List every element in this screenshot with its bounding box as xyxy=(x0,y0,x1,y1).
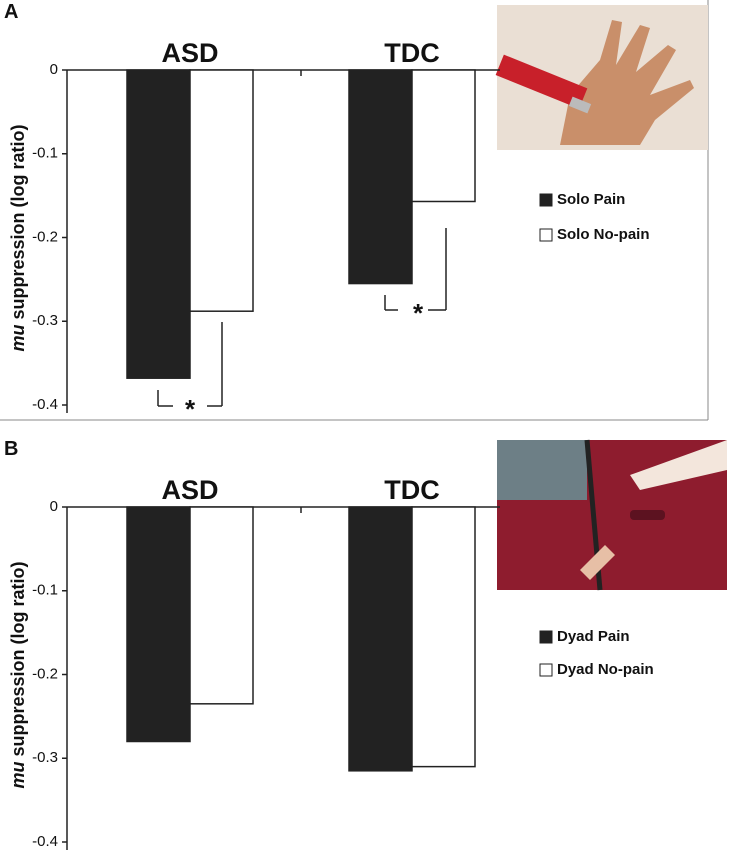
legend-swatch xyxy=(539,663,553,677)
photo-car xyxy=(497,439,727,591)
y-tick-label: -0.4 xyxy=(32,833,58,850)
y-tick-label: 0 xyxy=(50,61,58,78)
significance-star: * xyxy=(185,394,196,424)
bar xyxy=(348,69,413,285)
y-axis-label: mu suppression (log ratio) xyxy=(8,561,28,788)
significance-star: * xyxy=(413,298,424,328)
y-axis-label-italic: mu xyxy=(8,325,28,352)
x-category-label: TDC xyxy=(384,38,440,68)
legend-swatch xyxy=(539,630,553,644)
bar xyxy=(126,506,191,743)
panel-label: B xyxy=(4,438,18,460)
legend-label: Solo Pain xyxy=(557,191,625,208)
x-category-label: TDC xyxy=(384,475,440,505)
y-axis-label: mu suppression (log ratio) xyxy=(8,124,28,351)
bar xyxy=(189,506,254,705)
y-tick-label: 0 xyxy=(50,498,58,515)
y-tick-label: -0.2 xyxy=(32,228,58,245)
bar xyxy=(126,69,191,379)
y-tick-label: -0.1 xyxy=(32,145,58,162)
legend-swatch xyxy=(539,193,553,207)
y-axis-label-text: suppression (log ratio) xyxy=(8,124,28,324)
x-category-label: ASD xyxy=(161,475,218,505)
photo-hand xyxy=(495,5,708,150)
bar xyxy=(411,506,476,768)
bar xyxy=(348,506,413,772)
y-tick-label: -0.1 xyxy=(32,582,58,599)
y-tick-label: -0.3 xyxy=(32,749,58,766)
bar xyxy=(189,69,254,312)
y-tick-label: -0.3 xyxy=(32,312,58,329)
bar xyxy=(411,69,476,203)
legend-label: Dyad Pain xyxy=(557,628,630,645)
legend-label: Dyad No-pain xyxy=(557,661,654,678)
legend-label: Solo No-pain xyxy=(557,226,650,243)
y-tick-label: -0.2 xyxy=(32,665,58,682)
panel-label: A xyxy=(4,1,18,23)
y-axis-label-text: suppression (log ratio) xyxy=(8,561,28,761)
y-tick-label: -0.4 xyxy=(32,396,58,413)
y-axis-label-italic: mu xyxy=(8,762,28,789)
legend-swatch xyxy=(539,228,553,242)
x-category-label: ASD xyxy=(161,38,218,68)
